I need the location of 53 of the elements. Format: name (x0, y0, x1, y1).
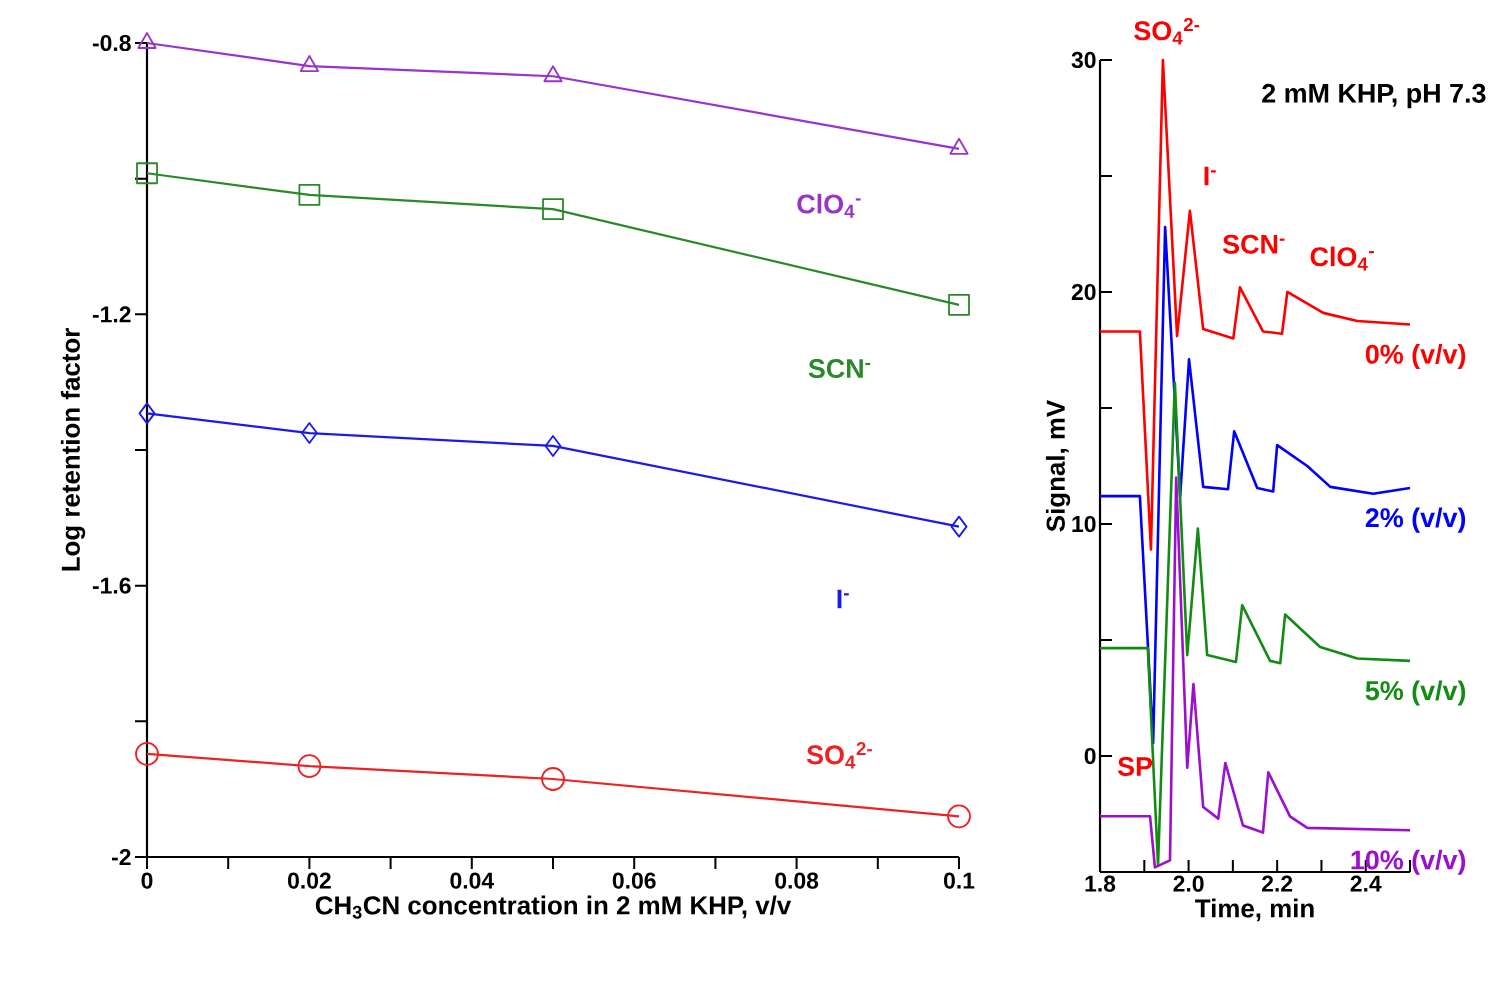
point (135, 741, 159, 766)
x-tick-label: 0.08 (775, 872, 819, 889)
point (136, 162, 158, 185)
annotation: SCN$^{-}$ (1222, 234, 1285, 254)
y-tick-label: -2 (112, 849, 131, 865)
text: SCN$^{-}$ (808, 359, 871, 379)
annotation: 2 mM KHP, pH 7.3 (1262, 83, 1486, 109)
annotation: SO$_{4}$2- (1134, 17, 1200, 45)
y-axis-title: Signal, mV (1045, 399, 1071, 532)
point (542, 198, 564, 221)
series-label: 2% (v/v) (1365, 507, 1466, 533)
point (137, 32, 157, 49)
point (544, 435, 562, 457)
point (949, 137, 969, 155)
x-tick-label: 2.0 (1173, 875, 1204, 892)
line-series (1098, 476, 1412, 869)
point (541, 767, 565, 791)
series-label: 10% (v/v) (1351, 849, 1466, 875)
point (298, 184, 321, 206)
x-tick-label: 2.4 (1350, 875, 1382, 892)
y-tick-label: 20 (1071, 283, 1096, 301)
y-tick-label: 30 (1071, 51, 1096, 69)
point (950, 515, 968, 538)
point (301, 422, 318, 444)
point (297, 754, 322, 778)
point (138, 402, 156, 425)
x-tick-label: 2.2 (1262, 875, 1293, 892)
text: I$^{-}$ (837, 589, 849, 609)
x-tick-label: 0.06 (612, 872, 656, 889)
y-tick-label: 10 (1072, 515, 1096, 533)
x-tick-label: 0 (141, 872, 153, 889)
point (543, 65, 563, 83)
y-tick-label: -0.8 (92, 34, 131, 52)
y-tick-label: -1.2 (92, 306, 131, 323)
y-tick-label: 0 (1084, 747, 1096, 765)
annotation: I$^{-}$ (1204, 166, 1216, 186)
text: ClO$_{4}$- (797, 193, 861, 218)
point (947, 804, 971, 829)
x-axis-title: Time, min (1195, 898, 1314, 922)
y-axis-title: Log retention factor (60, 328, 86, 571)
annotation: SP (1117, 756, 1153, 776)
point (299, 55, 319, 72)
series-label: 0% (v/v) (1365, 343, 1466, 370)
series-label: 5% (v/v) (1365, 680, 1466, 706)
y-tick-label: -1.6 (92, 577, 131, 594)
point (948, 293, 970, 316)
x-tick-label: 0.1 (943, 872, 975, 889)
x-tick-label: 0.02 (288, 872, 331, 889)
series-label: SO$_{4}$2- (806, 741, 872, 769)
x-tick-label: 1.8 (1085, 875, 1116, 892)
annotation: ClO$_{4}$- (1310, 246, 1374, 271)
x-axis-title: CH$_{3}$CN concentration in 2 mM KHP, v/v (315, 895, 792, 919)
x-tick-label: 0.04 (450, 872, 494, 889)
